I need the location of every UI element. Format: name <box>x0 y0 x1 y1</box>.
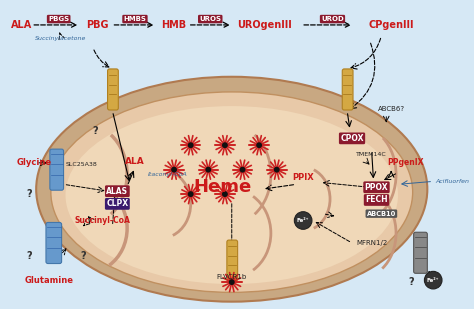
Text: Succinylacetone: Succinylacetone <box>35 36 86 41</box>
Circle shape <box>424 271 442 289</box>
Text: FLVCR1b: FLVCR1b <box>217 274 247 280</box>
Text: PPIX: PPIX <box>292 173 314 182</box>
Circle shape <box>274 167 280 173</box>
FancyBboxPatch shape <box>342 69 353 110</box>
Text: HMBS: HMBS <box>124 16 146 22</box>
Circle shape <box>239 167 246 173</box>
Text: PPOX: PPOX <box>365 183 388 192</box>
Text: ABCB10: ABCB10 <box>367 211 396 217</box>
Circle shape <box>205 167 211 173</box>
Ellipse shape <box>65 106 398 284</box>
Text: Glutamine: Glutamine <box>24 276 73 285</box>
Circle shape <box>188 191 193 197</box>
FancyBboxPatch shape <box>50 149 64 190</box>
Text: CPgenIII: CPgenIII <box>368 20 414 30</box>
Text: ?: ? <box>27 251 32 261</box>
Text: PPgenIX: PPgenIX <box>388 158 424 167</box>
Ellipse shape <box>51 92 413 292</box>
Circle shape <box>294 212 312 229</box>
Text: MFRN1/2: MFRN1/2 <box>356 240 387 246</box>
Text: UROgenIII: UROgenIII <box>237 20 292 30</box>
Text: HMB: HMB <box>162 20 187 30</box>
Circle shape <box>229 279 235 285</box>
Text: SLC25A38: SLC25A38 <box>65 162 97 167</box>
Text: ALAS: ALAS <box>106 187 128 196</box>
FancyBboxPatch shape <box>46 222 62 264</box>
Text: PBGS: PBGS <box>48 16 69 22</box>
Text: ?: ? <box>80 251 86 261</box>
Text: ABCB6?: ABCB6? <box>378 106 405 112</box>
Text: FECH: FECH <box>365 196 388 205</box>
Text: ?: ? <box>27 189 32 199</box>
Text: UROS: UROS <box>199 16 221 22</box>
Circle shape <box>188 142 193 148</box>
Text: CPOX: CPOX <box>340 134 364 143</box>
FancyBboxPatch shape <box>414 232 428 273</box>
Text: ?: ? <box>92 125 98 136</box>
Circle shape <box>256 142 262 148</box>
Text: ALA: ALA <box>11 20 32 30</box>
Text: Glycine: Glycine <box>17 158 52 167</box>
Text: Acifluorfen: Acifluorfen <box>435 179 469 184</box>
Circle shape <box>171 167 177 173</box>
Text: Itaconyl-CoA: Itaconyl-CoA <box>148 172 188 177</box>
Text: PBG: PBG <box>87 20 109 30</box>
Text: Heme: Heme <box>194 178 252 196</box>
Text: UROD: UROD <box>321 16 344 22</box>
FancyBboxPatch shape <box>108 69 118 110</box>
Ellipse shape <box>36 77 428 302</box>
Text: Succinyl-CoA: Succinyl-CoA <box>75 216 131 225</box>
Text: Fe²⁺: Fe²⁺ <box>297 218 310 223</box>
FancyBboxPatch shape <box>227 240 237 281</box>
Text: ALA: ALA <box>125 157 145 166</box>
Text: TMEM14C: TMEM14C <box>356 152 387 158</box>
Text: Fe²⁺: Fe²⁺ <box>427 278 439 283</box>
Circle shape <box>222 191 228 197</box>
Circle shape <box>222 142 228 148</box>
Text: CLPX: CLPX <box>106 199 128 208</box>
Text: ?: ? <box>408 277 413 287</box>
